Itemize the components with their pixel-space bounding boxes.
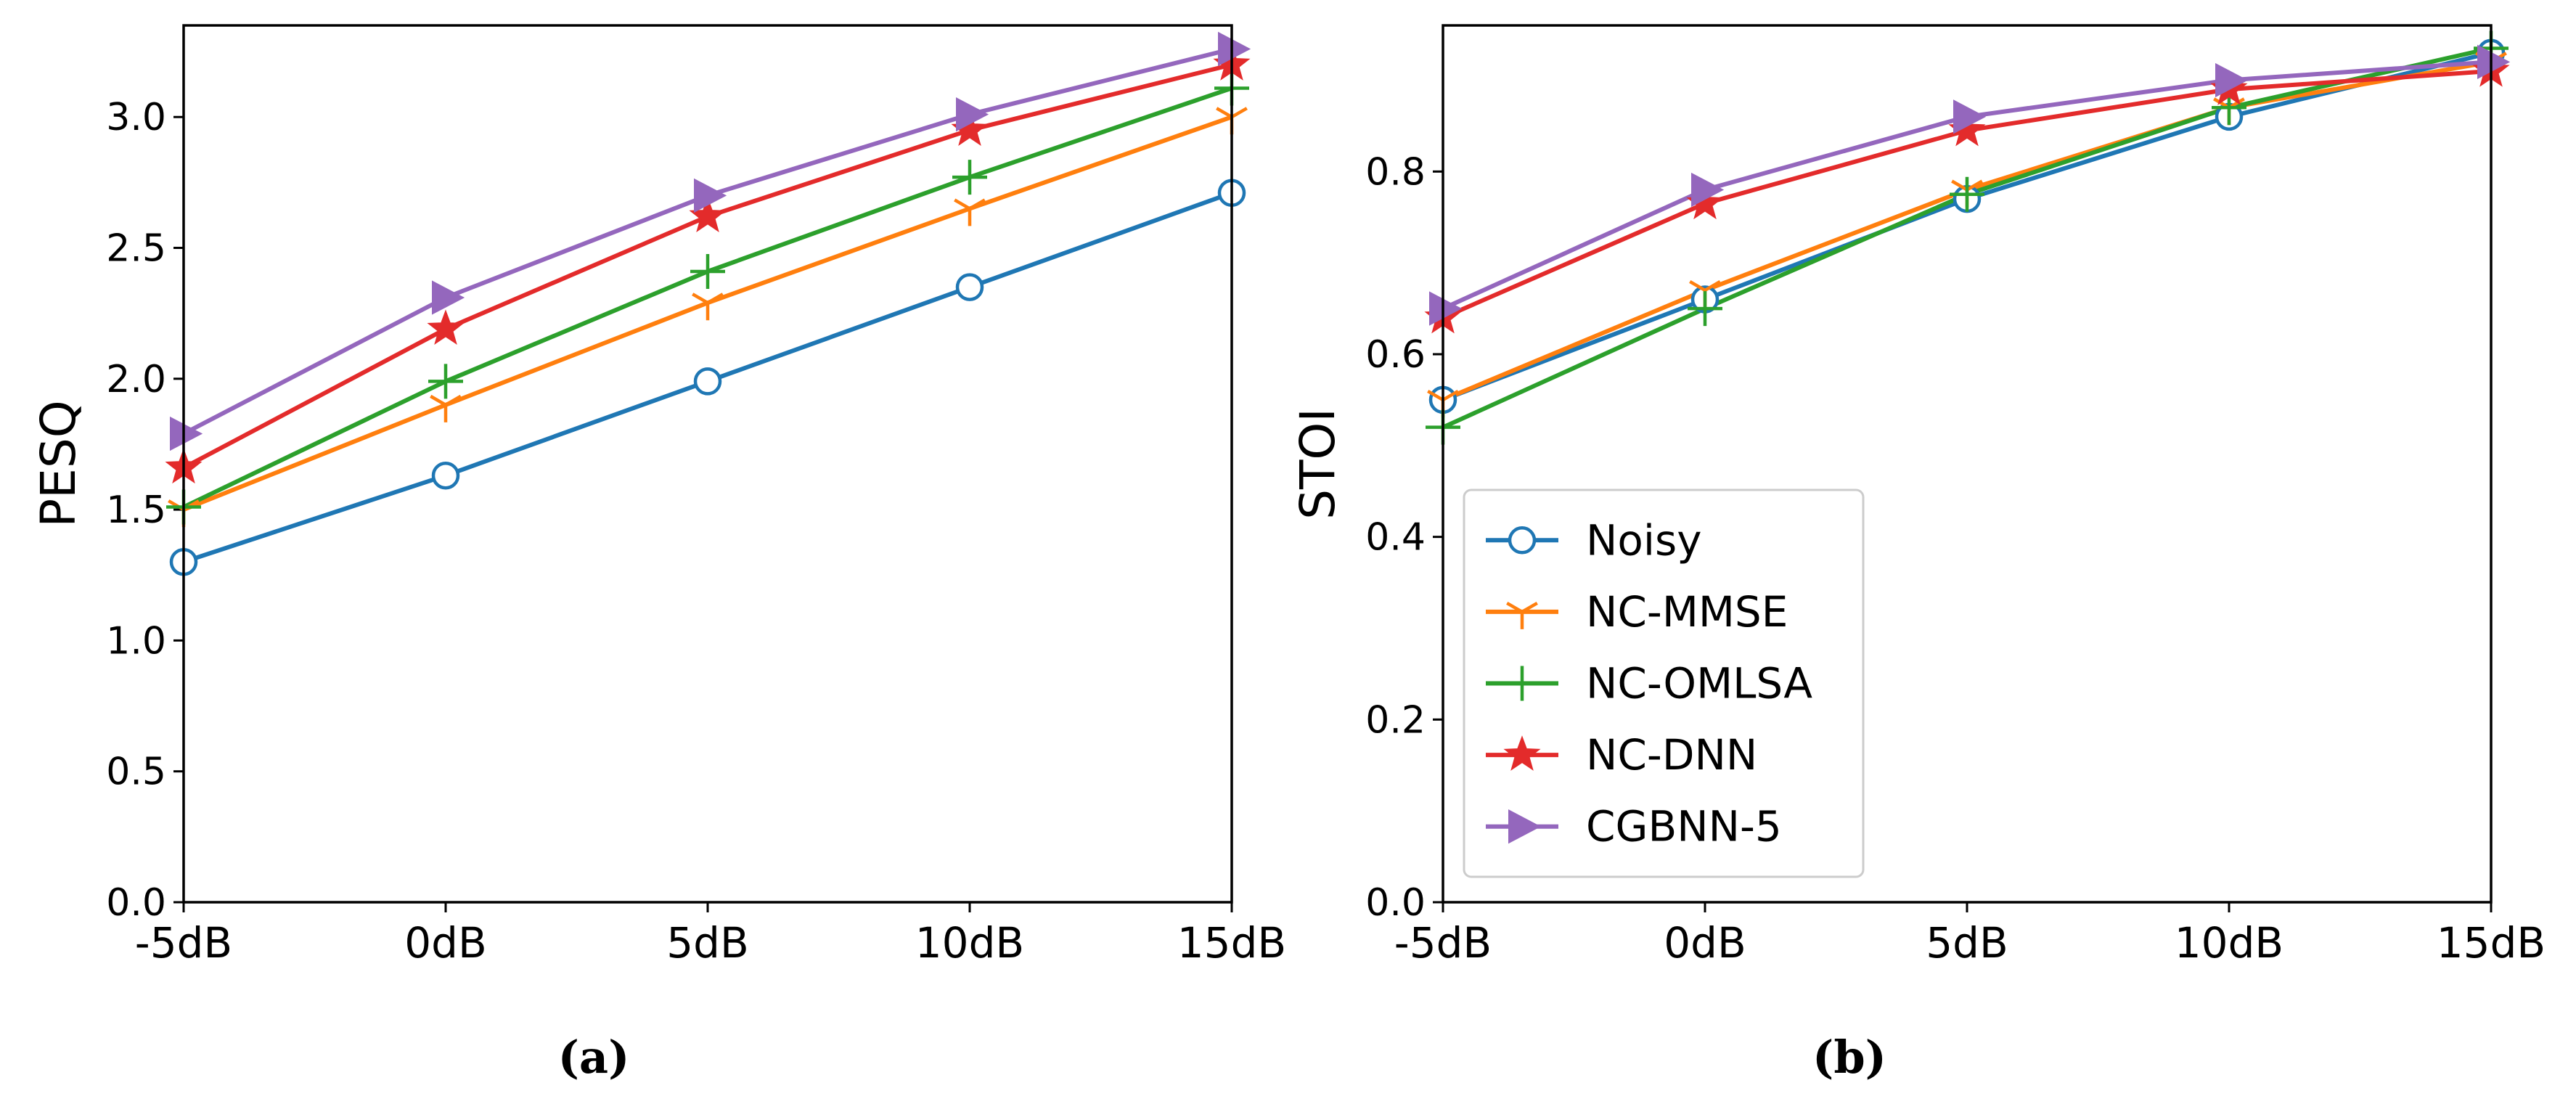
data-point-nc-omlsa xyxy=(690,253,725,289)
y-tick-label: 2.5 xyxy=(106,227,166,271)
data-point-cgbnn-5 xyxy=(1429,291,1463,326)
data-point-nc-dnn xyxy=(427,309,465,345)
data-point-cgbnn-5 xyxy=(1218,31,1251,67)
legend-entry: Noisy xyxy=(1586,515,1702,565)
x-tick-label: 0dB xyxy=(404,918,487,968)
data-point-cgbnn-5 xyxy=(1691,172,1725,208)
legend-entry: NC-DNN xyxy=(1586,730,1757,780)
data-point-nc-mmse xyxy=(692,293,724,321)
y-tick-label: 0.5 xyxy=(106,751,166,794)
legend-entry: NC-OMLSA xyxy=(1586,659,1812,708)
x-tick-label: 5dB xyxy=(1926,918,2008,968)
legend-marker xyxy=(1506,601,1538,629)
legend-marker xyxy=(1503,735,1541,771)
x-tick-label: 5dB xyxy=(666,918,749,968)
data-point-cgbnn-5 xyxy=(170,416,203,451)
y-tick-label: 1.5 xyxy=(106,488,166,532)
legend-marker xyxy=(1505,666,1540,701)
y-tick-label: 0.4 xyxy=(1365,516,1426,560)
series-line-nc-omlsa xyxy=(182,86,1232,510)
series-line-noisy xyxy=(1442,50,2492,402)
data-point-nc-omlsa xyxy=(1950,176,1984,212)
panel-a-chart: 0.0 0.5 1.0 1.5 2.0 2.5 3.0 -5dB 0dB 5dB 10dB 15dB P… xyxy=(30,24,1286,968)
panel-a-caption: (a) xyxy=(558,1031,630,1084)
y-tick-label: 1.0 xyxy=(106,619,166,663)
legend-entry: CGBNN-5 xyxy=(1586,802,1782,851)
x-tick-label: 15dB xyxy=(2437,918,2546,968)
data-point-cgbnn-5 xyxy=(956,97,989,132)
plot-frame xyxy=(182,24,1233,904)
legend-entry: NC-MMSE xyxy=(1586,587,1788,637)
data-point-cgbnn-5 xyxy=(2215,62,2249,98)
y-tick-label: 3.0 xyxy=(106,96,166,139)
y-axis-label: PESQ xyxy=(30,400,86,527)
y-tick-label: 0.0 xyxy=(1365,881,1426,925)
data-point-nc-mmse xyxy=(954,198,986,226)
x-tick-label: -5dB xyxy=(135,918,232,968)
data-point-cgbnn-5 xyxy=(432,280,465,315)
panel-b-caption: (b) xyxy=(1812,1031,1886,1084)
data-point-cgbnn-5 xyxy=(2477,44,2511,79)
x-tick-label: 0dB xyxy=(1664,918,1746,968)
legend-box xyxy=(1463,488,1865,878)
y-axis-label: STOI xyxy=(1290,408,1346,520)
panel-b-chart: 0.0 0.2 0.4 0.6 0.8 -5dB 0dB 5dB 10dB 15dB STOI Noi… xyxy=(1290,24,2546,968)
legend-marker xyxy=(1508,809,1542,844)
data-point-noisy xyxy=(693,367,722,396)
legend: Noisy NC-MMSE NC-OMLSA NC-DNN CGBNN-5 xyxy=(1463,488,1865,878)
plot-frame xyxy=(1442,24,2493,904)
data-point-cgbnn-5 xyxy=(694,178,727,213)
legend-marker xyxy=(1508,526,1537,555)
y-tick-label: 0.0 xyxy=(106,881,166,925)
data-point-nc-mmse xyxy=(430,394,462,422)
data-point-cgbnn-5 xyxy=(1953,99,1987,134)
data-point-nc-omlsa xyxy=(1688,291,1722,327)
y-tick-label: 0.6 xyxy=(1365,333,1426,377)
data-point-nc-omlsa xyxy=(428,364,463,399)
data-point-noisy xyxy=(431,461,460,490)
y-tick-label: 2.0 xyxy=(106,358,166,401)
y-tick-label: 0.8 xyxy=(1365,150,1426,194)
y-tick-label: 0.2 xyxy=(1365,698,1426,742)
x-tick-label: 15dB xyxy=(1177,918,1286,968)
data-point-nc-omlsa xyxy=(952,160,987,195)
data-point-noisy xyxy=(955,273,984,301)
x-tick-label: -5dB xyxy=(1394,918,1492,968)
x-tick-label: 10dB xyxy=(915,918,1024,968)
x-tick-label: 10dB xyxy=(2175,918,2283,968)
